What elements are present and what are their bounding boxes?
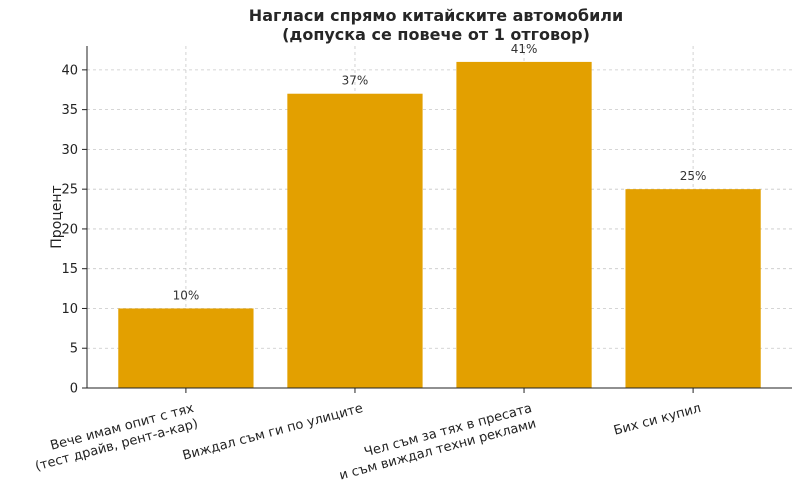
y-tick-label-10: 10: [61, 302, 78, 317]
y-tick-label-25: 25: [61, 183, 78, 198]
y-tick-label-30: 30: [61, 143, 78, 158]
y-tick-label-35: 35: [61, 103, 78, 118]
chart-title-line-2: (допуска се повече от 1 отговор): [282, 25, 590, 44]
chart-title-line-1: Нагласи спрямо китайските автомобили: [249, 6, 623, 25]
y-tick-label-15: 15: [61, 262, 78, 277]
bars: [118, 61, 761, 388]
data-label-2: 41%: [511, 42, 538, 56]
y-tick-label-5: 5: [70, 342, 78, 357]
data-label-0: 10%: [173, 288, 200, 302]
category-label-3: Бих си купил: [612, 401, 703, 439]
data-labels: 10% 37% 41% 25%: [173, 42, 707, 303]
y-ticks: 0 5 10 15 20 25 30 35 40: [61, 63, 87, 397]
y-tick-label-20: 20: [61, 222, 78, 237]
y-tick-label-0: 0: [70, 382, 78, 397]
bar-0: [118, 308, 254, 388]
category-label-1: Виждал съм ги по улиците: [181, 401, 365, 464]
category-labels: Вече имам опит с тях(тест драйв, рент-а-…: [34, 388, 703, 483]
data-label-3: 25%: [680, 169, 707, 183]
bar-2: [456, 61, 592, 388]
bar-3: [625, 189, 761, 388]
axes: [86, 46, 792, 389]
y-axis-label: Процент: [49, 185, 65, 248]
category-label-1-line-0: Виждал съм ги по улиците: [181, 401, 365, 464]
category-label-0: Вече имам опит с тях(тест драйв, рент-а-…: [34, 401, 200, 474]
y-tick-label-40: 40: [61, 63, 78, 78]
data-label-1: 37%: [342, 74, 369, 88]
bar-1: [287, 93, 423, 388]
category-label-3-line-0: Бих си купил: [612, 401, 703, 439]
